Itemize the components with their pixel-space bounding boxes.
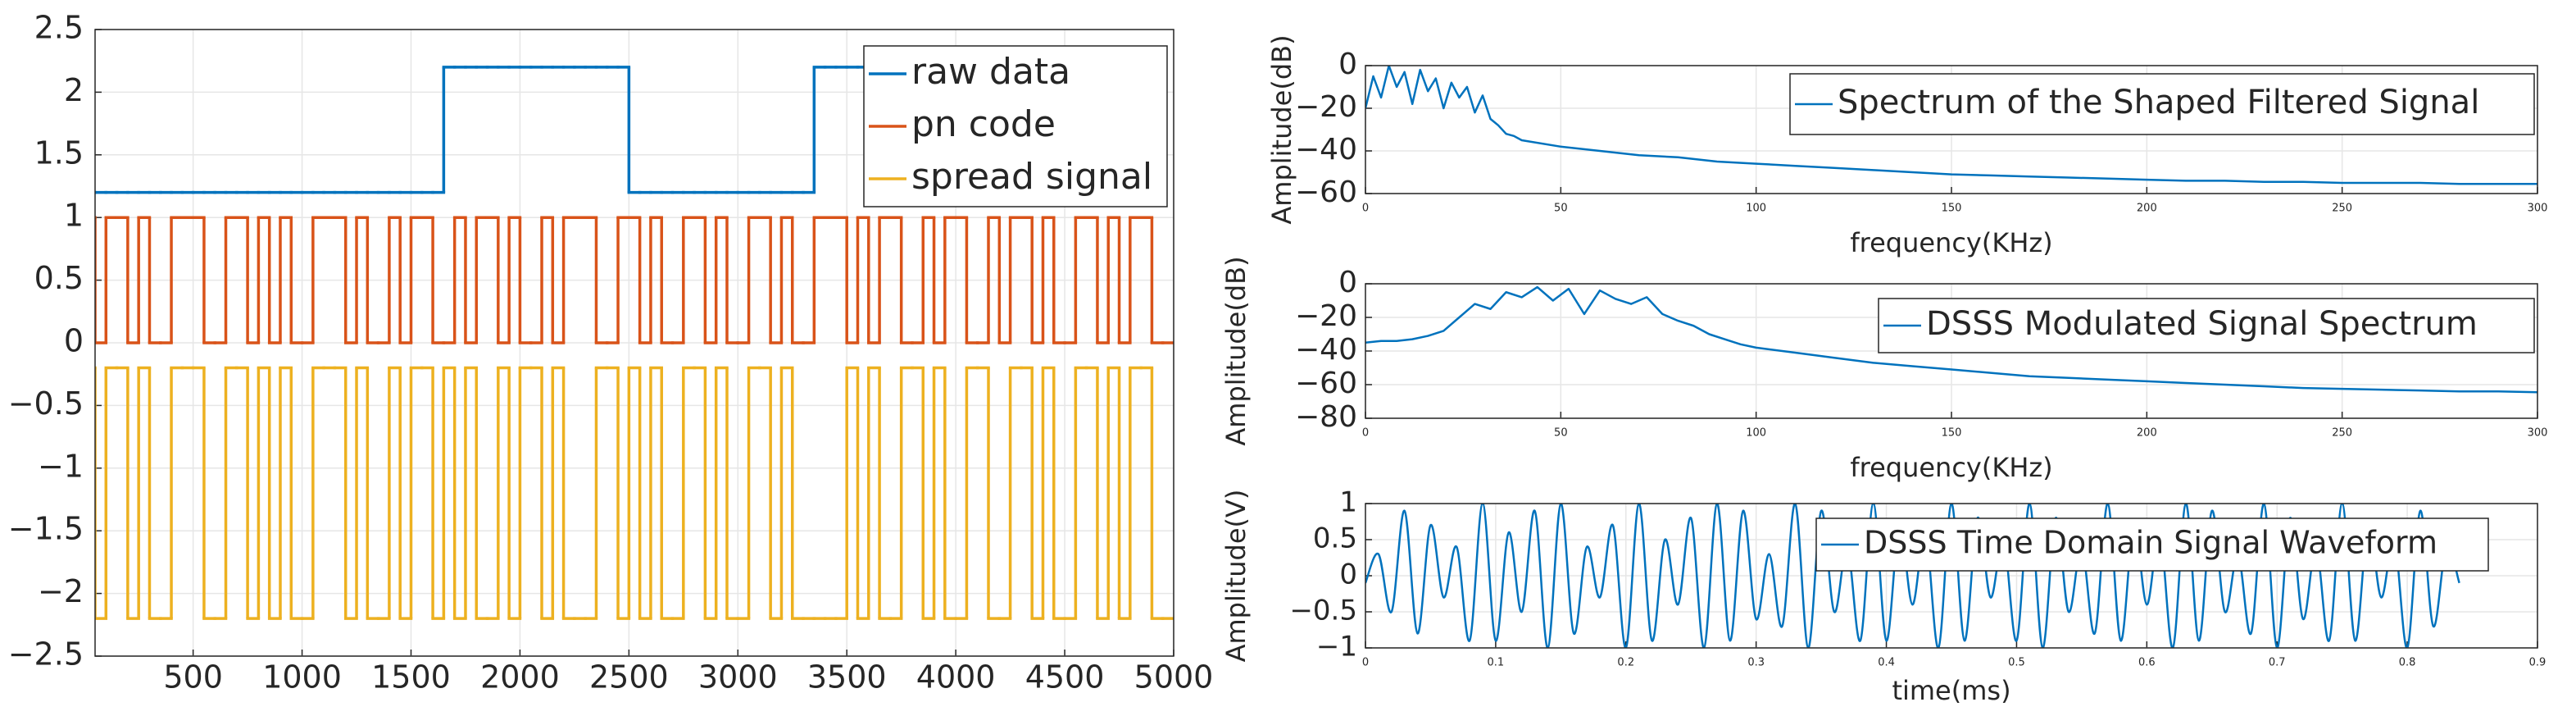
y-tick-label: −0.5 [8,385,84,422]
x-tick-label: 300 [2528,203,2548,215]
x-tick-label: 150 [1942,203,1962,215]
y-tick-label: −2.5 [8,636,84,673]
x-tick-label: 100 [1746,203,1766,215]
y-tick-label: 1.5 [34,135,84,171]
x-tick-label: 50 [1554,203,1568,215]
legend-box [863,45,1168,207]
x-tick-label: 2000 [480,659,560,695]
y-tick-label: 0 [1338,266,1357,299]
x-tick-label: 0.3 [1747,657,1765,669]
legend-label: raw data [911,51,1070,93]
x-tick-label: 0.5 [2008,657,2025,669]
x-tick-label: 300 [2528,427,2548,440]
y-tick-label: −0.5 [1289,595,1357,627]
y-tick-label: 0 [1338,48,1357,81]
x-tick-label: 2500 [589,659,669,695]
series-line [1365,66,2537,185]
x-axis-label: frequency(KHz) [1850,452,2052,483]
x-tick-label: 1500 [371,659,451,695]
y-tick-label: 0.5 [34,260,84,296]
x-tick-label: 200 [2137,427,2157,440]
x-tick-label: 200 [2137,203,2157,215]
axes-box [94,29,1174,657]
x-tick-label: 0.6 [2138,657,2156,669]
legend-label: Spectrum of the Shaped Filtered Signal [1838,84,2479,121]
y-tick-label: −20 [1295,90,1357,124]
x-tick-label: 0 [1362,203,1369,215]
axes-box [1365,503,2538,649]
legend-label: DSSS Time Domain Signal Waveform [1864,525,2437,561]
legend-box [1878,298,2535,353]
y-tick-label: −60 [1295,367,1357,400]
x-tick-label: 0.8 [2399,657,2416,669]
x-axis-label: time(ms) [1892,675,2010,706]
x-tick-label: 50 [1554,427,1568,440]
x-tick-label: 4000 [916,659,996,695]
y-tick-label: −2 [38,573,84,609]
series-line [1365,285,2537,394]
y-tick-label: −80 [1295,400,1357,434]
y-tick-label: 0 [1339,559,1357,591]
y-axis-label: Amplitude(V) [1220,490,1252,663]
y-tick-label: 0 [64,323,84,359]
x-tick-label: 150 [1942,427,1962,440]
x-tick-label: 250 [2332,203,2352,215]
x-tick-label: 0.9 [2529,657,2546,669]
x-tick-label: 5000 [1134,659,1214,695]
y-tick-label: 2.5 [34,10,84,46]
plot-area [1365,66,2537,185]
plot-area [1365,504,2460,648]
y-tick-label: −1 [1316,631,1357,663]
x-tick-label: 3500 [807,659,887,695]
x-tick-label: 100 [1746,427,1766,440]
y-tick-label: −1.5 [8,511,84,547]
y-tick-label: −40 [1295,333,1357,367]
x-tick-label: 0 [1362,427,1369,440]
x-tick-label: 0 [1362,657,1369,669]
y-tick-label: 1 [64,198,84,234]
y-tick-label: 1 [1339,486,1357,519]
x-tick-label: 0.4 [1878,657,1895,669]
y-tick-label: −40 [1295,133,1357,166]
x-tick-label: 4500 [1025,659,1105,695]
y-axis-label: Amplitude(dB) [1220,256,1252,445]
y-tick-label: −1 [38,448,84,484]
y-tick-label: 2 [64,72,84,108]
x-tick-label: 0.2 [1617,657,1634,669]
x-tick-label: 0.1 [1488,657,1505,669]
y-tick-label: −60 [1295,176,1357,209]
legend-label: pn code [911,103,1056,145]
legend-label: DSSS Modulated Signal Spectrum [1926,305,2478,343]
axes-box [1365,65,2538,194]
axes-box [1365,283,2538,419]
y-axis-label: Amplitude(dB) [1266,34,1297,224]
x-tick-label: 250 [2332,427,2352,440]
legend-box [1815,518,2489,572]
legend-box [1789,73,2535,135]
x-tick-label: 0.7 [2269,657,2286,669]
y-tick-label: 0.5 [1313,522,1357,555]
legend-label: spread signal [911,156,1152,198]
y-tick-label: −20 [1295,299,1357,333]
x-tick-label: 1000 [262,659,342,695]
x-tick-label: 500 [163,659,223,695]
series-line [1365,504,2460,648]
x-axis-label: frequency(KHz) [1850,227,2052,258]
plot-area [1365,285,2537,394]
x-tick-label: 3000 [698,659,778,695]
